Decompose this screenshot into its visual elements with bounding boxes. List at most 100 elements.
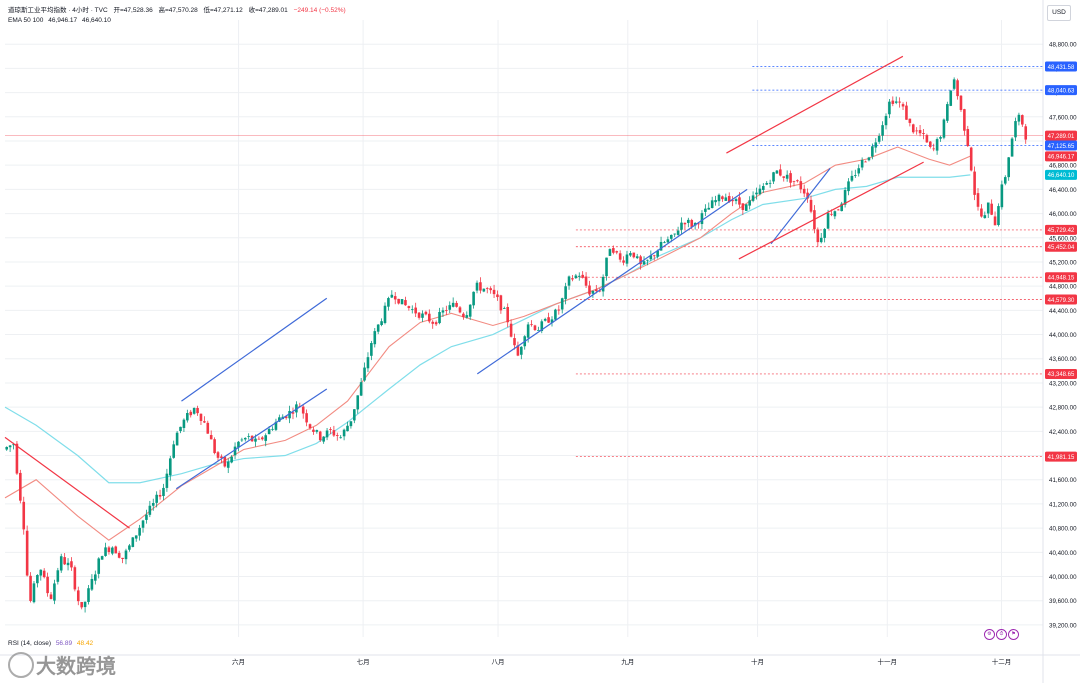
- candle-body: [301, 406, 305, 414]
- candle-body: [502, 308, 506, 309]
- candle-body: [956, 80, 959, 97]
- candle-body: [618, 253, 622, 260]
- candle-body: [707, 207, 711, 210]
- candle-body: [438, 311, 441, 324]
- candle-body: [952, 79, 956, 89]
- candle-body: [635, 256, 639, 259]
- candle-body: [189, 411, 193, 416]
- trendline: [770, 167, 831, 245]
- candle-body: [332, 430, 336, 436]
- candle-body: [939, 137, 942, 139]
- alert-icon[interactable]: ⏱: [996, 629, 1007, 640]
- candle-body: [73, 567, 77, 590]
- y-tick-label: 39,200.00: [1049, 622, 1077, 629]
- candle-body: [42, 570, 46, 578]
- candle-body: [151, 503, 155, 506]
- candle-body: [772, 172, 775, 182]
- candle-body: [373, 331, 377, 345]
- trendline: [175, 388, 328, 490]
- candle-body: [550, 319, 554, 323]
- candle-body: [738, 197, 741, 205]
- candle-body: [959, 95, 963, 110]
- candle-body: [462, 313, 465, 318]
- x-tick-label: 九月: [621, 657, 634, 666]
- candle-body: [230, 456, 233, 463]
- x-tick-label: 七月: [357, 657, 370, 666]
- candle-body: [830, 213, 833, 215]
- price-level-label: 45,729.42: [1048, 228, 1075, 234]
- candle-body: [922, 133, 925, 134]
- candle-body: [1000, 184, 1004, 208]
- ohlc-high: 高=47,570.28: [158, 7, 198, 14]
- candle-body: [1017, 114, 1021, 122]
- candle-body: [237, 441, 240, 448]
- candle-body: [806, 192, 809, 199]
- candle-body: [717, 194, 721, 202]
- candle-body: [479, 282, 482, 291]
- candle-body: [107, 547, 111, 553]
- candle-body: [121, 557, 124, 559]
- candle-body: [789, 173, 792, 183]
- y-tick-label: 40,400.00: [1049, 550, 1077, 557]
- candle-body: [693, 222, 697, 226]
- candle-body: [915, 130, 918, 132]
- price-change: −249.14 (−0.52%): [293, 7, 346, 14]
- candle-body: [158, 494, 162, 497]
- candle-body: [860, 160, 864, 168]
- candle-body: [254, 438, 257, 442]
- candle-body: [905, 105, 908, 120]
- candle-body: [407, 306, 411, 308]
- candle-body: [240, 439, 244, 441]
- candle-body: [901, 104, 905, 107]
- candle-body: [291, 412, 295, 414]
- flag-icon[interactable]: ⚑: [1008, 629, 1019, 640]
- candle-body: [608, 249, 612, 256]
- candle-body: [220, 456, 223, 458]
- candle-body: [595, 289, 598, 292]
- candle-body: [946, 104, 949, 121]
- candle-body: [1014, 121, 1017, 138]
- symbol-title[interactable]: 道琼斯工业平均指数 · 4小时 · TVC: [8, 7, 108, 14]
- candle-body: [530, 324, 533, 326]
- candle-body: [329, 429, 332, 430]
- candle-body: [22, 501, 26, 530]
- candle-body: [97, 558, 101, 574]
- candle-body: [29, 575, 32, 601]
- settings-icon[interactable]: ⚙: [984, 629, 995, 640]
- candle-body: [819, 237, 823, 243]
- candle-body: [656, 250, 659, 257]
- nav-icon-group[interactable]: ⚙ ⏱ ⚑: [984, 622, 1020, 640]
- candle-body: [629, 253, 632, 256]
- y-tick-label: 42,400.00: [1049, 429, 1077, 436]
- candle-body: [646, 259, 649, 261]
- ema-legend[interactable]: EMA 50 100 46,946.17 46,640.10: [8, 17, 114, 24]
- candle-body: [966, 129, 970, 146]
- candle-body: [516, 345, 520, 356]
- rsi-value: 56.89: [55, 640, 73, 647]
- candle-body: [697, 223, 700, 225]
- rsi-legend[interactable]: RSI (14, close) 56.89 48.42: [8, 640, 96, 647]
- candle-body: [847, 181, 850, 192]
- candle-body: [673, 233, 676, 235]
- candle-body: [894, 101, 898, 103]
- candle-body: [90, 578, 94, 590]
- candle-body: [353, 409, 356, 421]
- candle-body: [721, 196, 724, 200]
- candle-body: [376, 324, 380, 332]
- currency-selector[interactable]: USD: [1047, 5, 1071, 21]
- candle-body: [414, 307, 417, 314]
- y-tick-label: 43,200.00: [1049, 380, 1077, 387]
- candle-body: [186, 413, 189, 421]
- candle-body: [410, 309, 414, 311]
- candle-body: [649, 255, 653, 260]
- candle-body: [867, 157, 871, 161]
- candle-body: [216, 452, 220, 458]
- ohlc-low: 低=47,271.12: [203, 7, 243, 14]
- candle-body: [59, 556, 63, 571]
- candle-body: [652, 255, 656, 257]
- candle-body: [349, 421, 353, 427]
- candle-body: [223, 456, 227, 467]
- candle-body: [100, 556, 104, 560]
